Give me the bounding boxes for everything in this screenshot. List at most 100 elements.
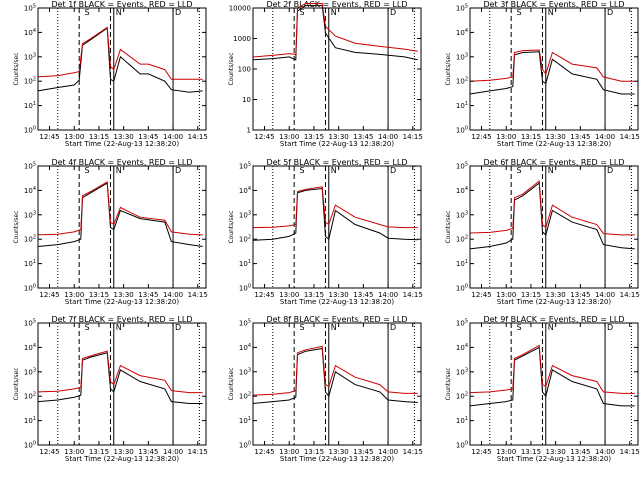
- panel-title: Det 9f BLACK = Events, RED = LLD: [483, 315, 624, 324]
- attenuator-marker: S: [84, 8, 89, 17]
- x-tick-label: 13:45: [570, 291, 590, 299]
- x-tick-label: 13:00: [64, 448, 84, 456]
- series-events-line: [252, 187, 418, 241]
- series-lld-line: [469, 344, 635, 394]
- x-axis-label: Start Time (22-Aug-13 12:38:20): [497, 455, 611, 463]
- panel-title: Det 1f BLACK = Events, RED = LLD: [51, 0, 192, 9]
- y-tick-label: 104: [239, 186, 251, 195]
- series-events-line: [469, 51, 635, 95]
- series-lld-line: [252, 3, 418, 58]
- y-tick-label: 102: [239, 392, 251, 401]
- x-tick-label: 13:00: [496, 291, 516, 299]
- x-axis-label: Start Time (22-Aug-13 12:38:20): [497, 140, 611, 148]
- x-axis-label: Start Time (22-Aug-13 12:38:20): [280, 298, 394, 306]
- series-events-line: [469, 346, 635, 407]
- x-tick-label: 14:00: [163, 133, 183, 141]
- attenuator-marker: S: [84, 323, 89, 332]
- x-tick-label: 14:00: [595, 133, 615, 141]
- y-tick-label: 103: [456, 367, 468, 376]
- y-tick-label: 105: [456, 4, 468, 13]
- y-tick-label: 102: [456, 77, 468, 86]
- x-tick-label: 14:15: [403, 448, 423, 456]
- y-tick-label: 101: [456, 416, 468, 425]
- y-axis-label: Counts/sec: [228, 367, 235, 400]
- x-axis-label: Start Time (22-Aug-13 12:38:20): [65, 455, 179, 463]
- x-tick-label: 13:30: [114, 133, 134, 141]
- plot-frame: [37, 7, 207, 131]
- y-tick-label: 104: [456, 343, 468, 352]
- series-lld-line: [37, 26, 203, 80]
- x-tick-label: 12:45: [39, 133, 59, 141]
- y-tick-label: 105: [456, 162, 468, 171]
- x-tick-label: 12:45: [471, 133, 491, 141]
- x-tick-label: 12:45: [39, 448, 59, 456]
- x-tick-label: 14:00: [595, 291, 615, 299]
- y-axis-label: Counts/sec: [445, 210, 452, 243]
- plot-frame: [469, 322, 639, 446]
- x-tick-label: 13:30: [114, 448, 134, 456]
- series-events-line: [37, 182, 203, 247]
- attenuator-marker: D: [175, 166, 181, 175]
- series-lld-line: [469, 180, 635, 236]
- attenuator-marker: D: [390, 323, 396, 332]
- x-tick-label: 13:45: [570, 133, 590, 141]
- x-tick-label: 14:15: [188, 448, 208, 456]
- y-axis-label: Counts/sec: [445, 52, 452, 85]
- attenuator-marker: N: [548, 323, 554, 332]
- y-tick-label: 103: [239, 210, 251, 219]
- y-tick-label: 104: [24, 186, 36, 195]
- y-tick-label: 100: [24, 441, 36, 450]
- x-tick-label: 13:15: [89, 133, 109, 141]
- series-events-line: [469, 182, 635, 250]
- x-tick-label: 14:15: [188, 291, 208, 299]
- x-tick-label: 14:00: [378, 133, 398, 141]
- y-axis-label: Counts/sec: [445, 367, 452, 400]
- y-tick-label: 100: [456, 284, 468, 293]
- panel-title: Det 4f BLACK = Events, RED = LLD: [51, 158, 192, 167]
- x-tick-label: 14:15: [188, 133, 208, 141]
- x-tick-label: 13:15: [521, 291, 541, 299]
- x-tick-label: 13:15: [521, 133, 541, 141]
- x-tick-label: 13:15: [89, 448, 109, 456]
- y-tick-label: 104: [239, 343, 251, 352]
- y-tick-label: 100: [24, 126, 36, 135]
- y-tick-label: 103: [24, 52, 36, 61]
- x-axis-label: Start Time (22-Aug-13 12:38:20): [497, 298, 611, 306]
- x-tick-label: 13:30: [329, 133, 349, 141]
- attenuator-marker: D: [607, 8, 613, 17]
- series-lld-line: [252, 345, 418, 396]
- plot-frame: [252, 7, 422, 131]
- x-tick-label: 13:15: [304, 448, 324, 456]
- y-tick-label: 105: [239, 162, 251, 171]
- x-tick-label: 13:15: [304, 291, 324, 299]
- y-tick-label: 102: [239, 235, 251, 244]
- x-tick-label: 13:00: [279, 448, 299, 456]
- attenuator-marker: N: [116, 323, 122, 332]
- x-axis-label: Start Time (22-Aug-13 12:38:20): [280, 140, 394, 148]
- y-tick-label: 100: [24, 284, 36, 293]
- y-axis-label: Counts/sec: [228, 52, 235, 85]
- attenuator-marker: N: [116, 8, 122, 17]
- y-tick-label: 104: [24, 28, 36, 37]
- attenuator-marker: D: [607, 166, 613, 175]
- x-tick-label: 14:15: [620, 448, 640, 456]
- x-tick-label: 13:15: [304, 133, 324, 141]
- y-tick-label: 102: [24, 77, 36, 86]
- y-axis-label: Counts/sec: [13, 52, 20, 85]
- x-tick-label: 14:15: [403, 291, 423, 299]
- series-lld-line: [252, 186, 418, 229]
- x-tick-label: 13:30: [546, 133, 566, 141]
- y-tick-label: 105: [239, 319, 251, 328]
- x-tick-label: 13:30: [329, 448, 349, 456]
- panel-title: Det 5f BLACK = Events, RED = LLD: [266, 158, 407, 167]
- x-tick-label: 13:00: [279, 133, 299, 141]
- plot-frame: [469, 165, 639, 289]
- x-tick-label: 12:45: [471, 448, 491, 456]
- series-lld-line: [37, 350, 203, 394]
